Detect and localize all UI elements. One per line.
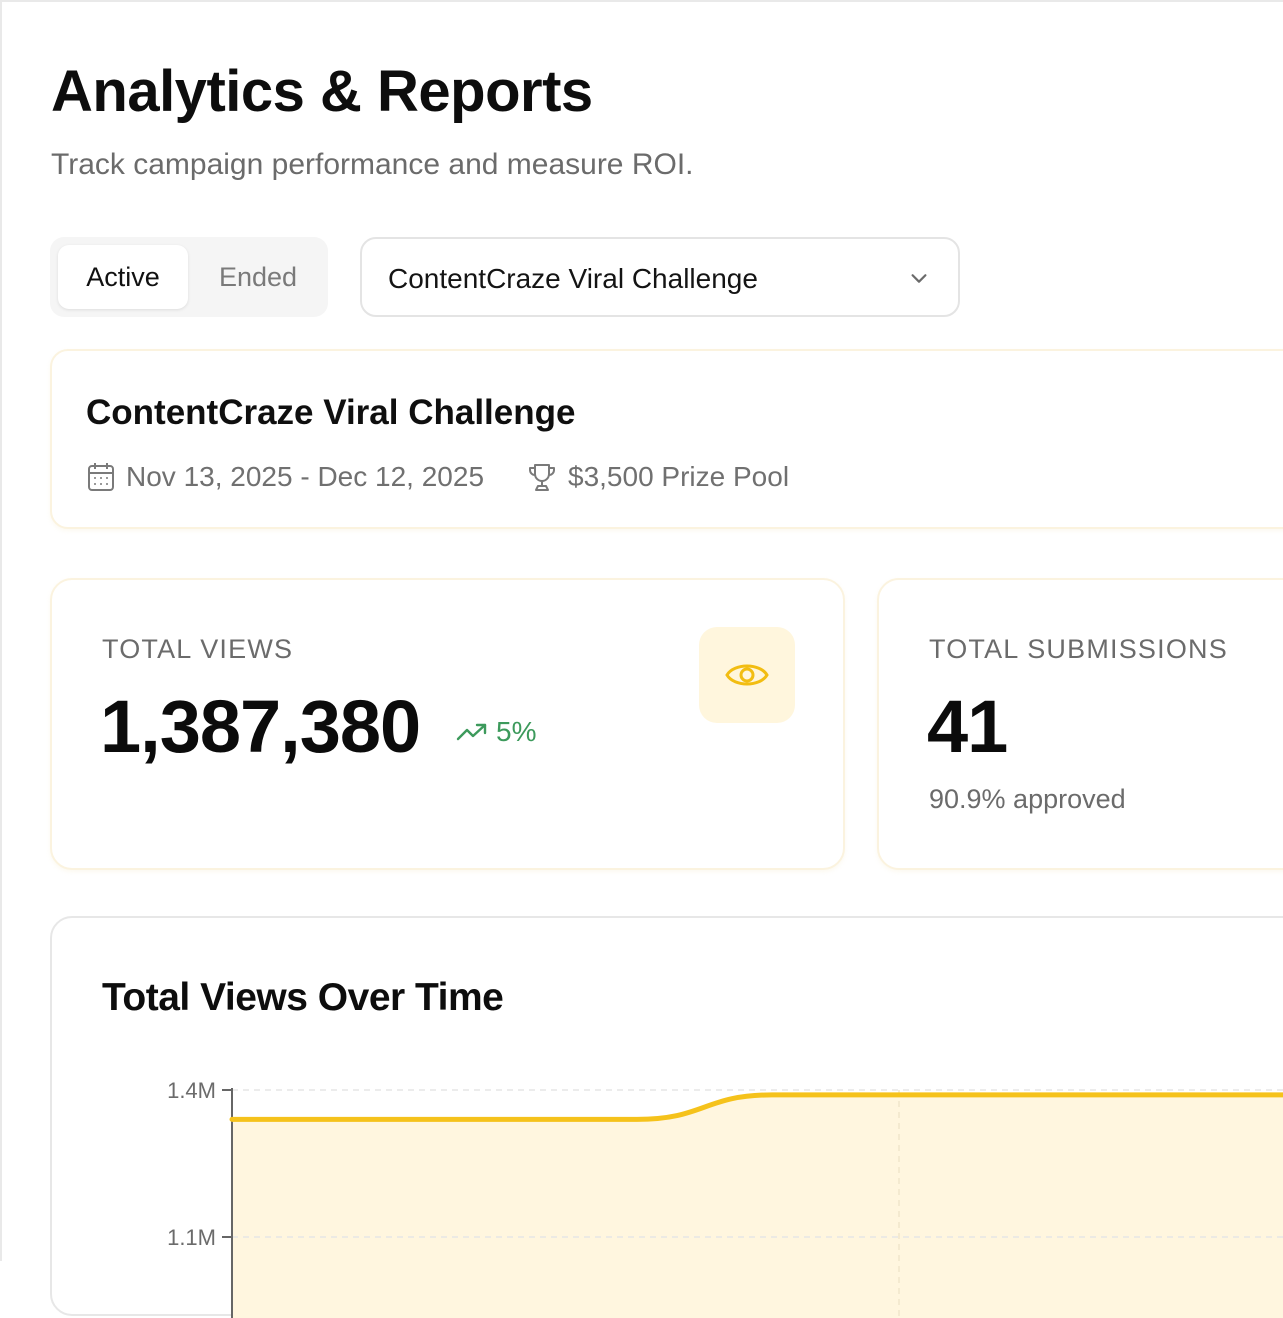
views-chart-card: Total Views Over Time 1.4M 1.1M (50, 916, 1283, 1318)
total-views-value: 1,387,380 (100, 685, 421, 768)
views-chart: 1.4M 1.1M (167, 1078, 1283, 1318)
page-subtitle: Track campaign performance and measure R… (51, 148, 694, 181)
total-views-card: TOTAL VIEWS 1,387,380 5% (50, 578, 845, 870)
y-tick-label-0: 1.4M (167, 1078, 216, 1103)
campaign-date-text: Nov 13, 2025 - Dec 12, 2025 (126, 461, 485, 492)
trending-up-icon (456, 723, 487, 741)
views-trend: 5% (456, 716, 536, 748)
total-submissions-label: TOTAL SUBMISSIONS (929, 634, 1228, 664)
approval-rate: 90.9% approved (929, 784, 1126, 814)
prize-pool-text: $3,500 Prize Pool (568, 461, 790, 492)
campaign-date-range: Nov 13, 2025 - Dec 12, 2025 (86, 459, 484, 495)
campaign-prize-pool: $3,500 Prize Pool (526, 459, 789, 495)
y-tick-label-1: 1.1M (167, 1225, 216, 1250)
chevron-down-icon (911, 274, 927, 283)
campaign-title: ContentCraze Viral Challenge (86, 393, 576, 432)
total-views-label: TOTAL VIEWS (102, 634, 294, 664)
page-frame (0, 0, 1283, 1261)
campaign-select[interactable]: ContentCraze Viral Challenge (360, 237, 960, 317)
views-area-fill (232, 1094, 1283, 1318)
campaign-select-value: ContentCraze Viral Challenge (388, 263, 758, 294)
views-series-line (229, 1092, 1283, 1122)
eye-icon (725, 664, 769, 686)
tab-active[interactable]: Active (58, 245, 188, 309)
tab-ended[interactable]: Ended (196, 245, 320, 309)
views-icon-tile (699, 627, 795, 723)
total-submissions-card: TOTAL SUBMISSIONS 41 90.9% approved (877, 578, 1283, 870)
views-trend-value: 5% (496, 716, 537, 747)
calendar-icon (88, 463, 114, 491)
campaign-summary-card: ContentCraze Viral Challenge Nov 13, 202… (50, 349, 1283, 529)
trophy-icon (529, 464, 555, 491)
chart-title: Total Views Over Time (102, 976, 504, 1019)
page-title: Analytics & Reports (51, 59, 593, 124)
status-segmented-control: Active Ended (50, 237, 328, 317)
total-submissions-value: 41 (927, 685, 1008, 768)
